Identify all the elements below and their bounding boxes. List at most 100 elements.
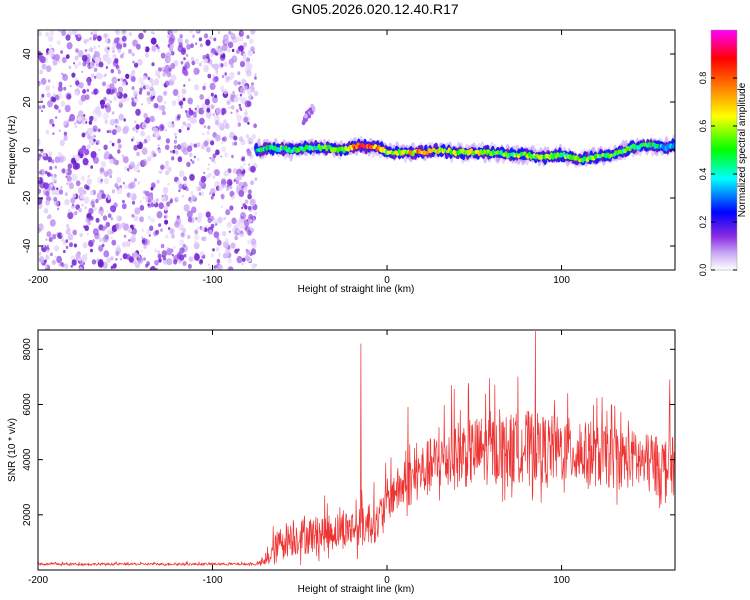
noise-blob [232,195,236,199]
noise-blob [46,231,52,238]
noise-blob [237,248,240,252]
noise-blob [98,207,105,215]
noise-blob [202,236,207,242]
noise-blob [132,39,138,47]
noise-blob [106,130,110,134]
noise-blob [241,262,244,266]
noise-blob [134,178,137,182]
noise-blob [219,46,223,51]
noise-blob [125,240,131,247]
noise-blob [133,144,138,151]
noise-blob [203,125,207,129]
noise-blob [54,255,57,259]
noise-blob [219,54,226,61]
noise-blob [223,36,230,44]
noise-blob [38,30,42,37]
x-tick-label: 100 [553,575,570,586]
noise-blob [242,42,248,48]
noise-blob [63,135,68,141]
noise-blob [49,44,52,48]
noise-blob [86,77,91,83]
noise-blob [77,33,82,38]
noise-blob [239,86,246,94]
noise-blob [151,31,154,34]
noise-blob [98,245,104,252]
noise-blob [187,145,193,152]
noise-blob [48,237,53,243]
noise-blob [92,239,95,243]
noise-blob [92,206,98,212]
noise-blob [202,55,206,60]
noise-blob [231,142,235,146]
noise-blob [158,202,164,210]
noise-blob [38,251,42,256]
noise-blob [81,132,86,138]
noise-blob [178,189,181,193]
noise-blob [89,115,94,122]
noise-blob [209,35,213,40]
noise-blob [144,46,150,53]
noise-blob [98,237,103,243]
noise-blob [174,132,177,137]
noise-blob [253,90,259,97]
noise-blob [131,227,137,236]
noise-blob [228,106,231,110]
noise-blob [132,127,136,131]
noise-blob [138,255,141,258]
noise-blob [227,48,231,53]
noise-blob [152,199,157,205]
noise-blob [208,266,211,270]
noise-blob [187,263,192,269]
noise-blob [250,146,255,151]
noise-blob [125,96,130,102]
noise-blob [134,207,141,215]
noise-blob [248,38,254,45]
noise-blob [115,258,118,261]
noise-blob [74,64,78,69]
noise-blob [116,177,122,184]
snr-frame [37,329,676,571]
noise-blob [94,51,100,59]
noise-blob [44,170,48,175]
noise-blob [154,259,159,266]
noise-blob [254,211,258,216]
noise-blob [212,74,215,77]
noise-blob [188,78,191,82]
noise-blob [212,76,218,83]
noise-blob [167,56,171,62]
noise-blob [185,187,189,192]
noise-blob [246,227,251,232]
noise-blob [182,260,187,266]
noise-blob [177,156,183,163]
noise-blob [60,139,65,145]
noise-blob [151,45,157,52]
noise-blob [173,139,177,144]
noise-blob [86,144,91,150]
noise-blob [88,240,94,247]
noise-blob [46,65,52,73]
noise-blob [143,124,146,128]
snr-y-ticks: 2000 4000 6000 8000 [22,338,675,526]
noise-blob [84,184,88,190]
noise-blob [194,253,200,261]
noise-blob [245,229,248,233]
noise-blob [244,205,248,210]
noise-blob [162,71,167,77]
noise-blob [170,51,175,56]
noise-blob [223,119,227,125]
noise-blob [107,196,111,201]
y-tick-label: 2000 [22,503,33,526]
noise-blob [171,253,174,257]
noise-blob [86,178,92,186]
noise-blob [72,229,77,236]
noise-blob [52,233,56,238]
noise-blob [39,97,43,103]
noise-blob [45,51,50,56]
noise-blob [38,153,42,158]
noise-blob [160,164,165,170]
noise-blob [212,113,216,117]
noise-blob [181,94,185,99]
noise-blob [237,221,244,230]
noise-blob [143,112,148,119]
noise-blob [202,85,206,91]
